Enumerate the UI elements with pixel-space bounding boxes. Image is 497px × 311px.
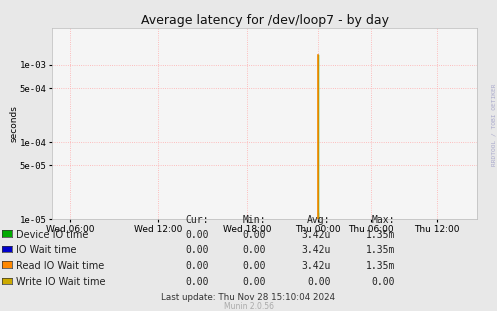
Text: 1.35m: 1.35m [366, 245, 395, 255]
Text: Last update: Thu Nov 28 15:10:04 2024: Last update: Thu Nov 28 15:10:04 2024 [162, 293, 335, 301]
Text: RRDTOOL / TOBI OETIKER: RRDTOOL / TOBI OETIKER [491, 83, 496, 166]
Text: Avg:: Avg: [307, 215, 331, 225]
Text: Min:: Min: [243, 215, 266, 225]
Text: Device IO time: Device IO time [16, 230, 89, 240]
Text: Munin 2.0.56: Munin 2.0.56 [224, 303, 273, 311]
Text: 0.00: 0.00 [185, 230, 209, 240]
Text: Write IO Wait time: Write IO Wait time [16, 277, 106, 287]
Text: 0.00: 0.00 [185, 277, 209, 287]
Text: 0.00: 0.00 [243, 245, 266, 255]
Text: 0.00: 0.00 [243, 230, 266, 240]
Text: 3.42u: 3.42u [301, 261, 331, 271]
Text: 1.35m: 1.35m [366, 230, 395, 240]
Text: 0.00: 0.00 [243, 261, 266, 271]
Text: 0.00: 0.00 [243, 277, 266, 287]
Text: Cur:: Cur: [185, 215, 209, 225]
Text: 3.42u: 3.42u [301, 230, 331, 240]
Text: 0.00: 0.00 [185, 261, 209, 271]
Y-axis label: seconds: seconds [9, 105, 18, 142]
Text: 3.42u: 3.42u [301, 245, 331, 255]
Text: 0.00: 0.00 [307, 277, 331, 287]
Title: Average latency for /dev/loop7 - by day: Average latency for /dev/loop7 - by day [141, 14, 389, 27]
Text: 0.00: 0.00 [372, 277, 395, 287]
Text: 1.35m: 1.35m [366, 261, 395, 271]
Text: Max:: Max: [372, 215, 395, 225]
Text: Read IO Wait time: Read IO Wait time [16, 261, 105, 271]
Text: IO Wait time: IO Wait time [16, 245, 77, 255]
Text: 0.00: 0.00 [185, 245, 209, 255]
